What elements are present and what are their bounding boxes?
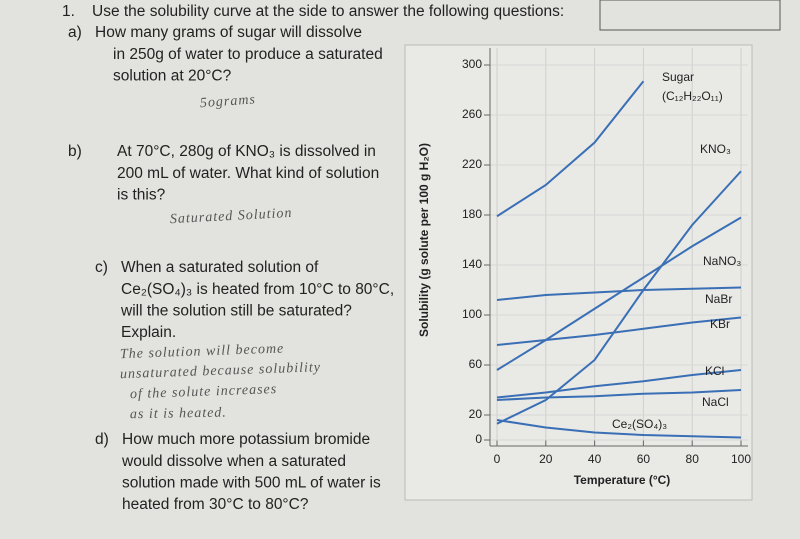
handwritten-answer: of the solute increases [130,382,278,402]
question-text: heated from 30°C to 80°C? [122,496,309,513]
handwritten-answer: The solution will become [120,341,285,362]
y-tick-label: 220 [462,157,482,171]
x-tick-label: 60 [637,452,651,466]
solubility-curve [496,216,742,371]
curve-label: NaNO₃ [703,254,741,268]
x-tick-label: 0 [494,452,501,466]
curve-formula: (C₁₂H₂₂O₁₁) [662,89,723,103]
x-tick-label: 20 [539,452,553,466]
handwritten-answer: unsaturated because solubility [120,360,321,382]
curve-label: Ce₂(SO₄)₃ [612,417,667,431]
y-tick-label: 300 [462,57,482,71]
curve-label: NaBr [705,292,732,306]
question-text: solution at 20°C? [113,67,232,84]
question-label: a) [68,24,82,41]
question-label: c) [95,259,108,276]
curve-label: NaCl [702,395,729,409]
y-tick-label: 140 [462,257,482,271]
curve-label: Sugar [662,70,694,84]
x-tick-label: 40 [588,452,602,466]
solubility-curve [496,389,742,401]
x-tick-label: 80 [686,452,700,466]
x-axis-label: Temperature (°C) [574,473,671,487]
instruction: Use the solubility curve at the side to … [92,3,564,20]
solubility-curve [496,369,742,399]
chart-frame [404,44,753,501]
question-label: d) [95,431,109,448]
question-text: When a saturated solution of [121,259,319,276]
x-tick-label: 100 [731,452,751,466]
solubility-curve [496,286,742,301]
answer-box [599,0,781,31]
y-tick-label: 260 [462,107,482,121]
question-text: in 250g of water to produce a saturated [113,46,383,63]
y-tick-label: 0 [475,432,482,446]
handwritten-answer: as it is heated. [130,406,227,423]
curve-label: KCl [705,364,724,378]
curve-label: KBr [710,317,730,331]
question-text: will the solution still be saturated? [120,302,352,319]
curve-label: KNO₃ [700,142,731,156]
question-label: b) [68,143,82,160]
solubility-curve [496,80,645,218]
question-text: would dissolve when a saturated [121,453,346,470]
question-number: 1. [62,3,75,20]
handwritten-answer: 5ograms [199,92,256,111]
question-text: is this? [117,186,166,203]
handwritten-answer: Saturated Solution [170,206,293,227]
y-axis-label: Solubility (g solute per 100 g H₂O) [417,143,431,337]
solubility-curve [496,316,742,346]
question-text: At 70°C, 280g of KNO₃ is dissolved in [117,143,376,160]
y-tick-label: 20 [469,407,483,421]
solubility-curve [496,419,742,439]
y-tick-label: 100 [462,307,482,321]
question-text: How many grams of sugar will dissolve [95,24,362,41]
y-tick-label: 180 [462,207,482,221]
question-text: Ce₂(SO₄)₃ is heated from 10°C to 80°C, [121,281,394,298]
question-text: solution made with 500 mL of water is [122,474,381,491]
solubility-curve [496,170,742,425]
question-text: Explain. [121,324,176,341]
question-text: How much more potassium bromide [122,431,370,448]
y-tick-label: 60 [469,357,483,371]
question-text: 200 mL of water. What kind of solution [117,165,379,182]
